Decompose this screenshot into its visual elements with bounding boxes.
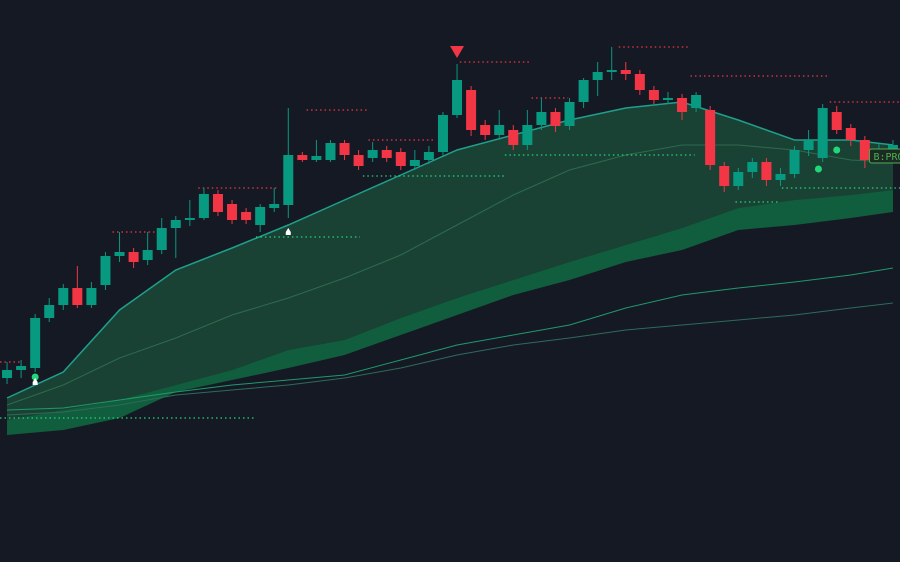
candle-body — [789, 150, 800, 174]
candle-body — [592, 72, 603, 80]
candle-body — [170, 220, 181, 228]
candle-body — [156, 228, 167, 250]
candle-body — [578, 80, 589, 102]
candle-body — [620, 70, 631, 74]
candle-body — [367, 150, 378, 158]
candle-body — [311, 156, 322, 160]
annotation-label: B:PRO — [873, 152, 900, 163]
candle-body — [691, 95, 702, 108]
candle-body — [550, 112, 561, 126]
candle-body — [409, 160, 420, 166]
buy-marker — [814, 165, 822, 173]
buy-marker — [833, 146, 841, 154]
candle-body — [817, 108, 828, 158]
band-edge — [6, 101, 894, 399]
candle-body — [522, 125, 533, 145]
candle-body — [662, 98, 673, 100]
candle-body — [269, 204, 280, 208]
candle-body — [2, 370, 13, 378]
candle-body — [494, 125, 505, 135]
candle-body — [30, 318, 41, 368]
candle-body — [648, 90, 659, 100]
candle-body — [831, 112, 842, 130]
candle-body — [339, 143, 350, 155]
candle-body — [128, 252, 139, 262]
candle-body — [184, 218, 195, 220]
candle-body — [297, 155, 308, 160]
candle-body — [100, 256, 111, 285]
candle-body — [719, 166, 730, 186]
candle-body — [437, 115, 448, 152]
candle-body — [747, 162, 758, 172]
candle-body — [325, 143, 336, 160]
candle-body — [803, 140, 814, 150]
buy-marker — [31, 373, 39, 381]
candle-body — [142, 250, 153, 260]
candle-body — [58, 288, 69, 305]
candle-body — [677, 98, 688, 112]
band — [7, 102, 893, 420]
candle-body — [887, 145, 898, 150]
candle-body — [381, 150, 392, 158]
candle-body — [733, 172, 744, 186]
candle-body — [859, 140, 870, 160]
candle-body — [508, 130, 519, 145]
candle-body — [452, 80, 463, 115]
candle-body — [353, 155, 364, 166]
candle-body — [705, 110, 716, 165]
candle-body — [761, 162, 772, 180]
candle-body — [255, 207, 266, 225]
exit-marker — [285, 228, 291, 235]
candle-body — [564, 102, 575, 126]
candle-body — [283, 155, 294, 205]
candle-body — [241, 212, 252, 220]
candle-body — [775, 174, 786, 180]
candle-body — [16, 366, 27, 370]
candle-body — [198, 194, 209, 218]
candle-body — [114, 252, 125, 256]
candle-body — [44, 305, 55, 318]
candle-body — [395, 152, 406, 166]
candle-body — [536, 112, 547, 125]
candle-body — [227, 204, 238, 220]
sell-marker — [450, 46, 465, 58]
candle-body — [480, 125, 491, 135]
indicator-line — [7, 267, 894, 411]
indicator-line — [7, 302, 894, 416]
annotation-box — [868, 148, 900, 164]
candle-body — [423, 152, 434, 160]
indicator-line — [6, 144, 893, 406]
exit-marker — [32, 378, 38, 385]
candle-body — [606, 70, 617, 72]
candle-body — [86, 288, 97, 305]
candle-body — [212, 194, 223, 212]
candle-body — [634, 74, 645, 90]
candle-body — [466, 90, 477, 130]
band — [7, 190, 893, 435]
candle-body — [72, 288, 83, 305]
candle-body — [845, 128, 856, 140]
